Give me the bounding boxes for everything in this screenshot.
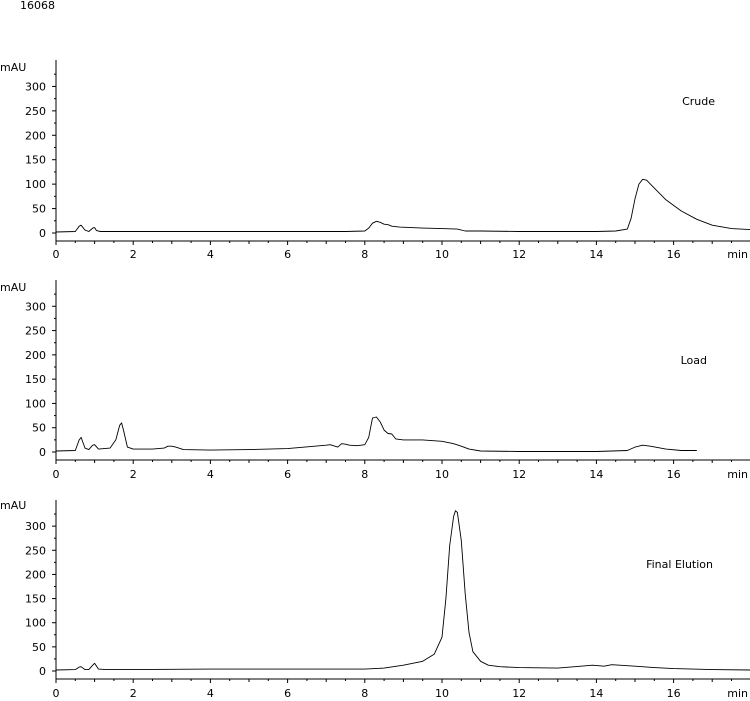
x-axis-label: min [727,248,748,261]
x-tick-label: 6 [284,468,291,481]
sample-id-label: 16068 [20,0,55,12]
x-tick-label: 10 [435,687,449,700]
x-tick-label: 14 [589,468,603,481]
x-tick-label: 12 [512,468,526,481]
y-tick-label: 150 [25,154,46,167]
y-tick-label: 50 [32,203,46,216]
y-tick-label: 150 [25,593,46,606]
x-tick-label: 4 [207,687,214,700]
x-tick-label: 12 [512,687,526,700]
trace-title: Load [681,354,707,367]
trace-title: Final Elution [646,558,713,571]
x-tick-label: 16 [667,248,681,261]
x-tick-label: 14 [589,248,603,261]
y-tick-label: 250 [25,105,46,118]
y-tick-label: 50 [32,641,46,654]
y-tick-label: 100 [25,617,46,630]
x-tick-label: 8 [361,468,368,481]
y-axis-label: mAU [0,281,26,294]
x-tick-label: 12 [512,248,526,261]
x-tick-label: 10 [435,248,449,261]
chromatogram-trace [55,510,750,671]
x-tick-label: 8 [361,687,368,700]
y-tick-label: 0 [39,665,46,678]
y-tick-label: 300 [25,80,46,93]
y-tick-label: 200 [25,349,46,362]
y-axis-label: mAU [0,61,26,74]
y-tick-label: 250 [25,544,46,557]
y-tick-label: 250 [25,325,46,338]
y-tick-label: 50 [32,422,46,435]
y-tick-label: 300 [25,300,46,313]
x-tick-label: 2 [130,468,137,481]
trace-title: Crude [682,95,715,108]
y-axis-label: mAU [0,499,26,512]
x-tick-label: 6 [284,248,291,261]
y-tick-label: 150 [25,373,46,386]
x-axis-label: min [727,468,748,481]
y-tick-label: 100 [25,397,46,410]
x-tick-label: 0 [53,468,60,481]
y-tick-label: 300 [25,520,46,533]
x-tick-label: 10 [435,468,449,481]
y-tick-label: 100 [25,178,46,191]
x-tick-label: 4 [207,468,214,481]
y-tick-label: 0 [39,446,46,459]
x-tick-label: 2 [130,687,137,700]
x-tick-label: 14 [589,687,603,700]
chromatogram-trace [55,416,697,452]
y-tick-label: 200 [25,568,46,581]
x-tick-label: 2 [130,248,137,261]
x-tick-label: 0 [53,248,60,261]
x-tick-label: 16 [667,687,681,700]
x-axis-label: min [727,687,748,700]
chromatogram-trace [55,178,750,233]
x-tick-label: 8 [361,248,368,261]
y-tick-label: 0 [39,227,46,240]
x-tick-label: 0 [53,687,60,700]
x-tick-label: 4 [207,248,214,261]
y-tick-label: 200 [25,129,46,142]
x-tick-label: 6 [284,687,291,700]
x-tick-label: 16 [667,468,681,481]
